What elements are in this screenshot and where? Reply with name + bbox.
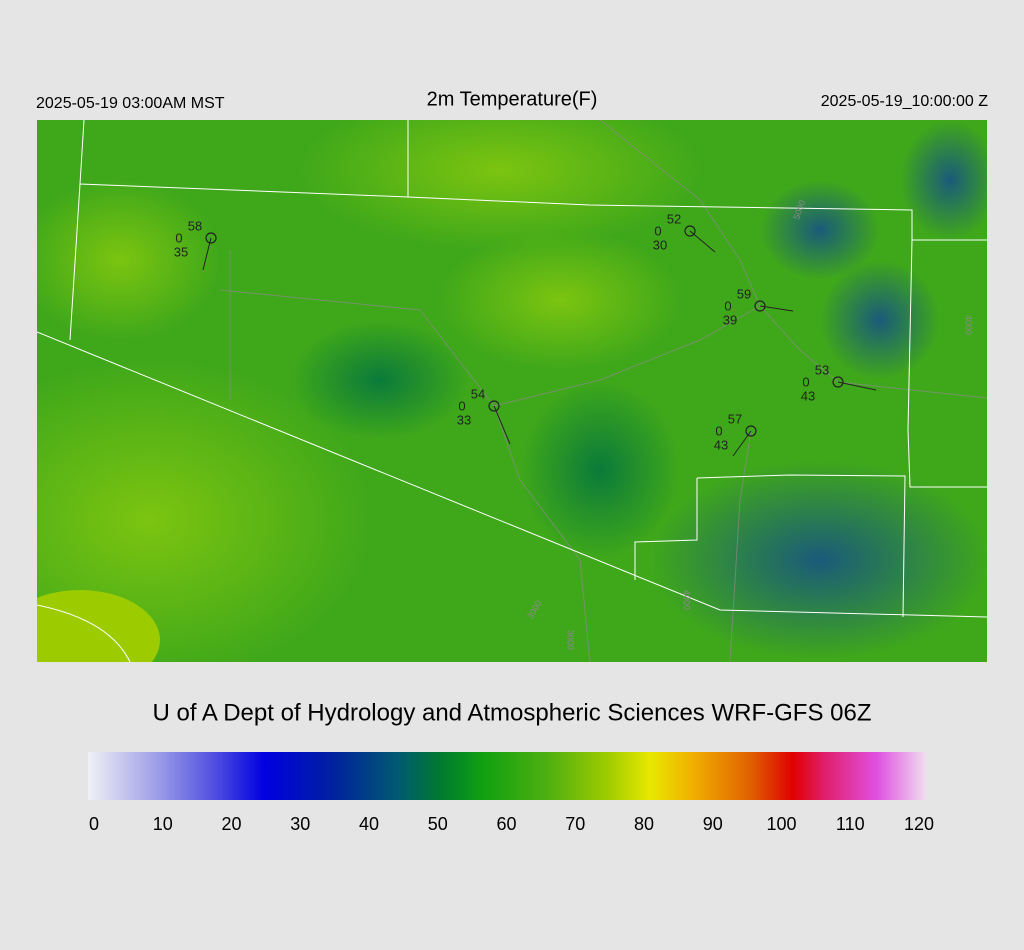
local-time: 2025-05-19 03:00AM MST [36,95,225,112]
temperature: 58 [188,218,202,233]
station-plot: 54 033 [457,386,511,445]
temperature: 53 [815,362,829,377]
cool-area [760,180,880,280]
station-circle [488,400,500,412]
station-circle [832,376,844,388]
warm-area [37,180,220,340]
colorbar-tick-label: 50 [428,814,448,834]
station-plot: 58 035 [174,218,217,271]
colorbar-tick-label: 0 [89,814,99,834]
colorbar-tick-label: 30 [290,814,310,834]
colorbar-tick-label: 10 [153,814,173,834]
colorbar-tick-label: 100 [766,814,796,834]
station-plot: 59 039 [723,286,794,327]
station-plot: 57 043 [714,411,757,457]
temperature: 59 [737,286,751,301]
station-circle [684,225,696,237]
colorbar-tick-label: 110 [836,814,865,834]
contour-label: 3000 [566,630,576,650]
station-code: 0 [654,223,661,238]
footer: U of A Dept of Hydrology and Atmospheric… [153,699,872,726]
station-circle [745,425,757,437]
station-code: 0 [715,423,722,438]
contour-label: 4000 [682,590,692,610]
dewpoint: 43 [801,388,815,403]
cool-area [290,320,470,440]
station-circle [205,232,217,244]
temperature: 54 [471,386,485,401]
cool-area [650,460,987,660]
dewpoint: 39 [723,312,737,327]
colorbar-ticks: 0 10 20 30 40 50 60 70 80 90 100 110 120 [89,814,934,834]
station-code: 0 [802,374,809,389]
colorbar-tick-label: 80 [634,814,654,834]
warm-area [440,230,680,370]
station-code: 0 [175,230,182,245]
station-plot: 52 030 [653,211,716,252]
colorbar-tick-label: 40 [359,814,379,834]
colorbar-tick-label: 60 [496,814,516,834]
colorbar-tick-label: 70 [565,814,585,834]
station-plot: 53 043 [801,362,877,403]
wind-barb [493,405,511,445]
station-code: 0 [458,398,465,413]
colorbar [88,752,927,800]
cool-area [900,120,987,240]
cool-area [820,260,940,380]
temperature: 52 [667,211,681,226]
colorbar-tick-label: 20 [221,814,241,834]
colorbar-tick-label: 120 [904,814,934,834]
warm-area [37,360,370,662]
contour-label: 4000 [964,315,974,335]
map-area [37,120,987,662]
warm-area [300,120,700,250]
cool-area [520,380,680,560]
station-circle [754,300,766,312]
wind-barb [837,381,877,391]
boundaries [37,120,987,662]
temperature: 57 [728,411,742,426]
dewpoint: 33 [457,412,471,427]
station-code: 0 [724,298,731,313]
map-title: 2m Temperature(F) [427,88,598,110]
warm-area [37,590,160,662]
dewpoint: 43 [714,437,728,452]
valid-time: 2025-05-19_10:00:00 Z [821,93,988,110]
colorbar-tick-label: 90 [703,814,723,834]
dewpoint: 30 [653,237,667,252]
dewpoint: 35 [174,244,188,259]
